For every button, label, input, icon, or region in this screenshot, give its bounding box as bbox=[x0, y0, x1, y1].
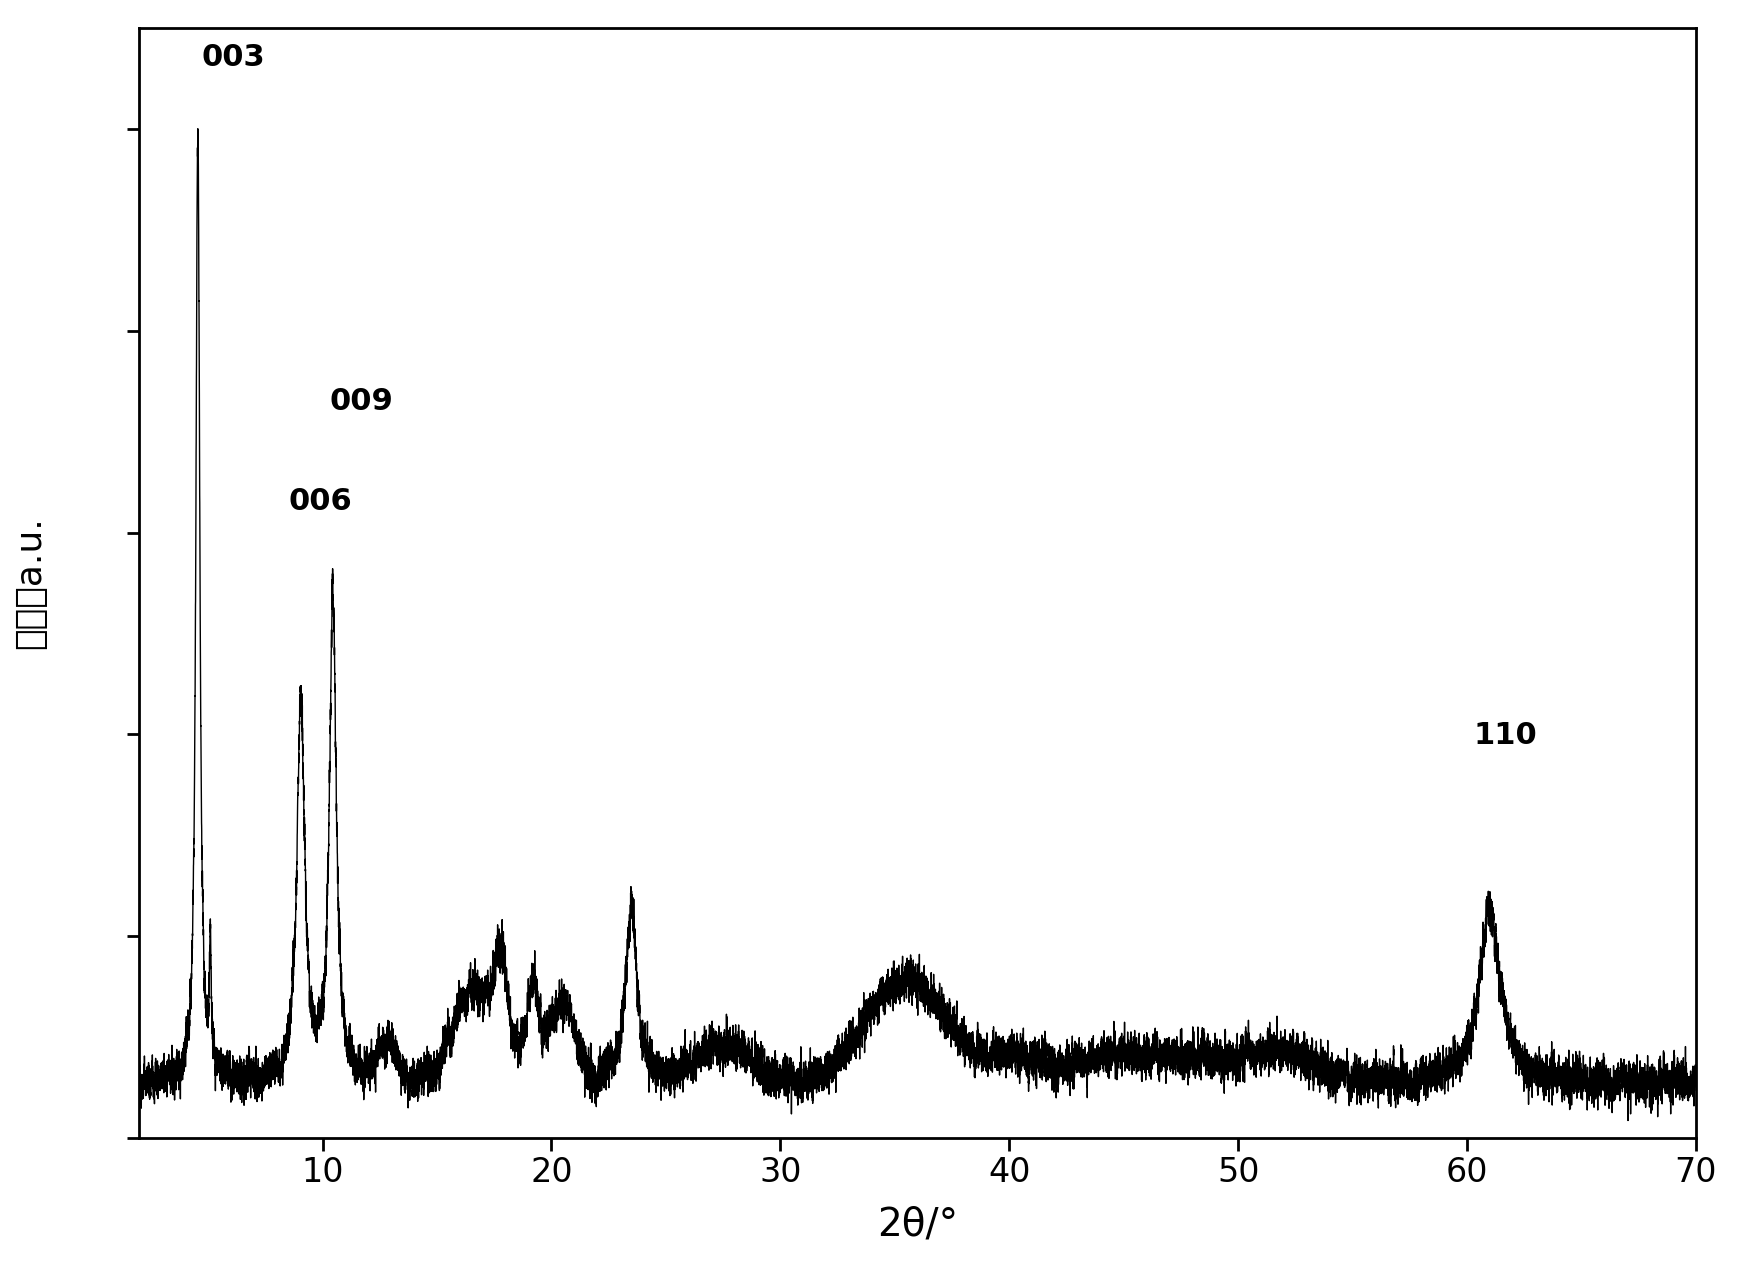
Text: 110: 110 bbox=[1475, 721, 1537, 750]
X-axis label: 2θ/°: 2θ/° bbox=[878, 1205, 958, 1243]
Text: 009: 009 bbox=[330, 388, 393, 417]
Text: 006: 006 bbox=[288, 487, 352, 516]
Text: 003: 003 bbox=[201, 43, 265, 72]
Text: 强度／a.u.: 强度／a.u. bbox=[14, 516, 47, 649]
